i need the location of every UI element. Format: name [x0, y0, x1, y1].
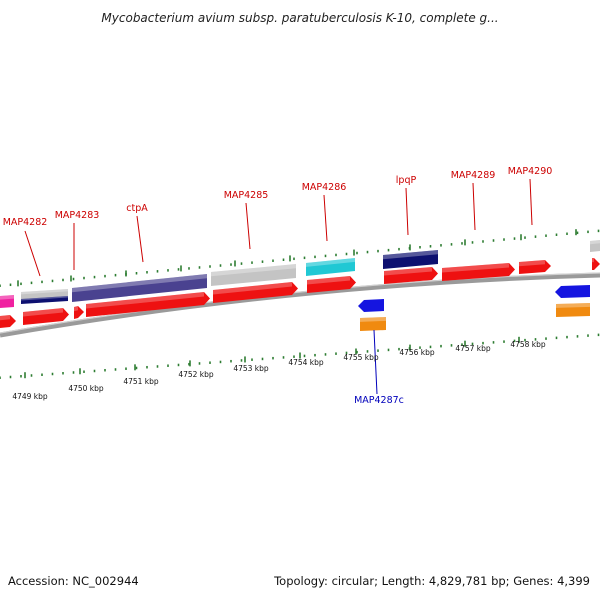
kbp-label: 4750 kbp	[68, 384, 104, 393]
orange-feature-shine	[360, 317, 386, 322]
MAP4286-feature-shine	[306, 258, 355, 267]
gene-label-MAP4286: MAP4286	[302, 182, 347, 193]
kbp-label: 4754 kbp	[288, 358, 324, 367]
blue-reverse-feature	[555, 285, 590, 298]
cds-arrow-shine	[384, 267, 432, 276]
gene-label-layer: MAP4282 MAP4283 ctpA MAP4285 MAP4286 lpqP MAP4…	[3, 166, 553, 406]
gene-label-lpqP: lpqP	[396, 175, 417, 186]
cds-arrow	[519, 260, 551, 274]
kbp-label: 4755 kbp	[343, 353, 379, 362]
MAP4287c-feature	[358, 299, 384, 312]
map-title: Mycobacterium avium subsp. paratuberculo…	[101, 11, 498, 25]
kbp-label: 4749 kbp	[12, 392, 48, 401]
cds-arrow	[213, 282, 298, 303]
gene-label-ctpA: ctpA	[126, 203, 148, 214]
MAP4285-feature	[211, 264, 296, 286]
lpqP-feature-shine	[383, 250, 438, 260]
feature-track	[0, 240, 600, 331]
cds-arrow-shine	[519, 260, 545, 267]
gray-feature-edge	[590, 240, 600, 252]
backbone-highlight	[0, 272, 600, 334]
cds-arrow	[442, 263, 515, 281]
cds-arrow-shine	[307, 276, 350, 285]
cds-arrow	[307, 276, 356, 293]
cds-arrow	[74, 306, 84, 319]
gene-label-MAP4289: MAP4289	[451, 170, 496, 181]
ctpA-feature-shine	[72, 274, 207, 293]
gene-label-MAP4283: MAP4283	[55, 210, 100, 221]
cds-arrow	[384, 267, 438, 284]
gene-label-MAP4282: MAP4282	[3, 217, 48, 228]
accession-text: Accession: NC_002944	[8, 574, 139, 588]
cds-arrow	[592, 258, 600, 270]
lower-tick-track	[0, 333, 600, 379]
MAP4285-feature-shine	[211, 264, 296, 277]
kbp-label-layer: 4749 kbp 4750 kbp 4751 kbp 4752 kbp 4753 kbp…	[12, 340, 546, 401]
cds-arrow-shine	[213, 282, 292, 295]
genome-stats-text: Topology: circular; Length: 4,829,781 bp…	[273, 574, 590, 588]
cds-arrow	[86, 292, 210, 317]
cds-arrow-shine	[0, 315, 10, 321]
cds-arrow	[23, 308, 69, 325]
cds-arrow-shine	[442, 263, 509, 273]
cds-arrow	[0, 315, 16, 328]
orange-feature-right-shine	[556, 303, 590, 308]
orange-feature-right	[556, 303, 590, 317]
gene-leader-line	[136, 215, 144, 263]
gene-leader-line	[245, 202, 251, 250]
cds-arrow-shine	[592, 258, 594, 263]
magenta-feature-shine	[0, 295, 14, 300]
MAP4286-feature	[306, 258, 355, 276]
backbone-band	[0, 272, 600, 338]
kbp-label: 4758 kbp	[510, 340, 546, 349]
cds-arrow-shine	[74, 306, 78, 312]
genome-backbone	[0, 272, 600, 338]
navy-feature-small-shine	[21, 296, 68, 301]
gray-feature-small-shine	[21, 289, 68, 295]
magenta-feature	[0, 295, 14, 308]
kbp-label: 4757 kbp	[455, 344, 491, 353]
ctpA-feature	[72, 274, 207, 302]
kbp-label: 4751 kbp	[123, 377, 159, 386]
gene-label-MAP4287c: MAP4287c	[354, 395, 404, 406]
upper-tick-track	[0, 229, 600, 287]
kbp-label: 4752 kbp	[178, 370, 214, 379]
orange-feature	[360, 317, 386, 331]
kbp-label: 4753 kbp	[233, 364, 269, 373]
gene-leader-line	[529, 178, 533, 226]
gene-leader-line	[405, 187, 409, 236]
navy-feature-small	[21, 296, 68, 304]
gray-feature-edge-shine	[590, 240, 600, 245]
gene-label-MAP4285: MAP4285	[224, 190, 269, 201]
gene-leader-line	[472, 182, 476, 231]
gene-leader-line-reverse	[373, 329, 378, 395]
gene-leader-line	[323, 194, 328, 242]
gene-leader-line	[24, 230, 41, 277]
kbp-label: 4756 kbp	[399, 348, 435, 357]
cds-arrow-shine	[86, 292, 204, 309]
cds-arrow-shine	[23, 308, 63, 317]
gene-label-MAP4290: MAP4290	[508, 166, 553, 177]
lpqP-feature	[383, 250, 438, 269]
